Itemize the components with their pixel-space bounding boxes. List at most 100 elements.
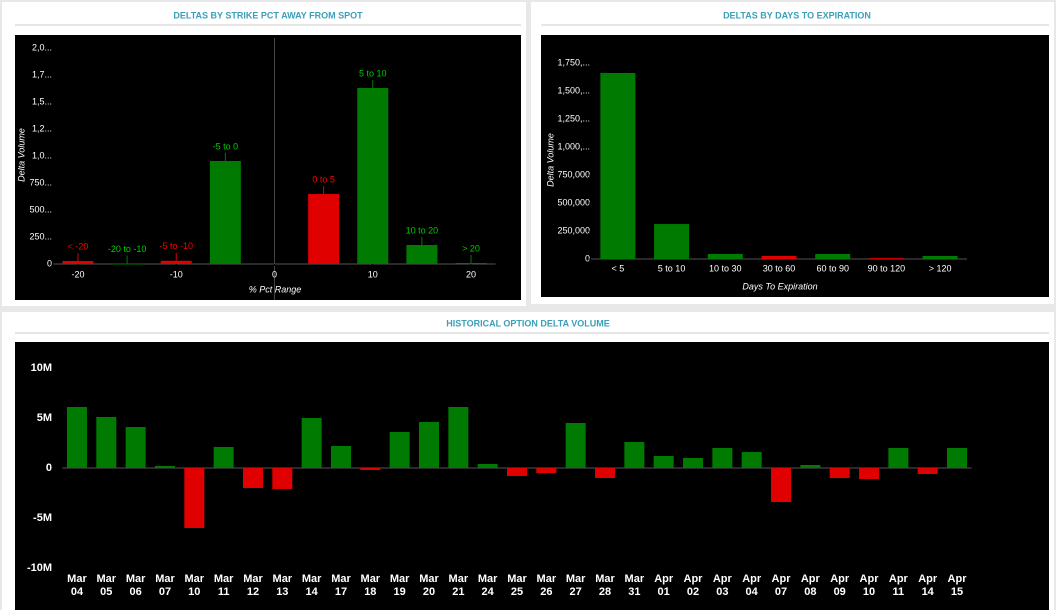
bar <box>125 427 146 468</box>
x-tick-label: 10 <box>368 269 378 279</box>
bar <box>595 468 616 478</box>
x-tick-label: -20 <box>71 269 84 279</box>
y-tick-label: 1,7... <box>32 69 52 79</box>
x-tick-label: 0 <box>272 269 277 279</box>
bar <box>455 263 487 265</box>
bar <box>301 418 322 468</box>
bar-label: > 20 <box>462 243 480 253</box>
bar <box>868 258 904 260</box>
bar <box>654 224 690 259</box>
x-tick-label: Mar 24 <box>477 573 498 598</box>
bar <box>600 72 636 259</box>
y-tick-label: 750,000 <box>557 169 590 179</box>
bar <box>111 263 143 265</box>
bar-label: 10 to 20 <box>406 225 439 235</box>
x-tick-label: Apr 14 <box>918 573 938 598</box>
x-tick-label: Mar 27 <box>565 573 586 598</box>
y-tick-label: 2,0... <box>32 42 52 52</box>
x-tick-label: Mar 07 <box>155 573 175 598</box>
x-tick-label: Mar 11 <box>213 573 234 598</box>
plot-area <box>15 342 1049 610</box>
bar <box>272 468 293 489</box>
x-tick-label: Mar 25 <box>507 573 527 598</box>
y-tick-label: 0 <box>585 253 590 263</box>
bar <box>859 468 880 479</box>
x-tick-label: Apr 08 <box>800 573 820 598</box>
y-tick-label: 1,750,... <box>557 57 590 67</box>
bar <box>761 255 797 259</box>
x-tick-label: Mar 21 <box>448 573 469 598</box>
bar <box>536 468 557 473</box>
y-tick-label: 0 <box>46 462 52 474</box>
x-tick-label: Apr 01 <box>654 573 674 598</box>
x-tick-label: 30 to 60 <box>763 263 796 273</box>
bar <box>242 468 263 488</box>
x-tick-label: 90 to 120 <box>868 263 906 273</box>
x-tick-label: Mar 28 <box>595 573 615 598</box>
bar <box>922 255 958 259</box>
bar <box>160 260 192 264</box>
x-tick-label: Apr 04 <box>742 573 762 598</box>
bar <box>213 447 234 468</box>
bar <box>712 448 733 468</box>
x-tick-label: Mar 05 <box>96 573 117 598</box>
bar <box>154 466 175 468</box>
bar <box>184 468 205 528</box>
y-tick-label: 500... <box>29 204 52 214</box>
bar <box>357 87 389 265</box>
chart-title: HISTORICAL OPTION DELTA VOLUME <box>446 318 610 328</box>
x-tick-label: Mar 14 <box>301 573 322 598</box>
y-tick-label: 250... <box>29 231 52 241</box>
y-tick-label: 10M <box>31 362 52 374</box>
x-tick-label: 20 <box>466 269 476 279</box>
chart-title: DELTAS BY STRIKE PCT AWAY FROM SPOT <box>173 10 363 20</box>
y-tick-label: 250,000 <box>557 225 590 235</box>
bar <box>829 468 850 478</box>
y-tick-label: 1,5... <box>32 96 52 106</box>
bar <box>360 468 381 470</box>
x-tick-label: Apr 07 <box>771 573 791 598</box>
bar <box>418 422 439 468</box>
bar <box>888 448 909 468</box>
bar <box>330 446 351 468</box>
y-tick-label: 0 <box>47 258 52 268</box>
bar-label: -20 to -10 <box>108 244 147 254</box>
bar <box>96 417 117 468</box>
y-tick-label: 1,250,... <box>557 113 590 123</box>
bar <box>507 468 527 476</box>
bar-label: < -20 <box>68 241 89 251</box>
bar <box>209 160 241 264</box>
bar <box>741 452 762 468</box>
x-tick-label: Mar 26 <box>536 573 557 598</box>
y-axis-label: Delta Volume <box>545 133 555 187</box>
bar <box>308 194 340 264</box>
y-tick-label: 1,000,... <box>557 141 590 151</box>
x-tick-label: Mar 19 <box>389 573 410 598</box>
x-tick-label: Mar 31 <box>624 573 645 598</box>
x-tick-label: Mar 20 <box>419 573 439 598</box>
bar <box>477 464 498 468</box>
x-tick-label: Mar 12 <box>243 573 263 598</box>
bar <box>771 468 792 502</box>
bar <box>800 465 821 468</box>
y-tick-label: -5M <box>33 512 52 524</box>
plot-area <box>15 35 521 300</box>
y-tick-label: 750... <box>29 177 52 187</box>
bar-label: -5 to 0 <box>213 141 239 151</box>
bar-label: 0 to 5 <box>312 174 335 184</box>
x-tick-label: Apr 02 <box>683 573 703 598</box>
bar <box>389 432 410 468</box>
bar <box>62 260 94 264</box>
bar <box>683 458 704 468</box>
y-tick-label: 1,2... <box>32 123 52 133</box>
x-tick-label: Mar 18 <box>360 573 381 598</box>
x-tick-label: Mar 17 <box>331 573 351 598</box>
bar-label: 5 to 10 <box>359 68 387 78</box>
x-tick-label: 5 to 10 <box>658 263 686 273</box>
x-tick-label: -10 <box>170 269 183 279</box>
x-axis-label: Days To Expiration <box>742 281 817 291</box>
y-tick-label: 5M <box>37 412 52 424</box>
y-axis-label: Delta Volume <box>16 128 26 182</box>
x-tick-label: Apr 11 <box>888 573 908 598</box>
